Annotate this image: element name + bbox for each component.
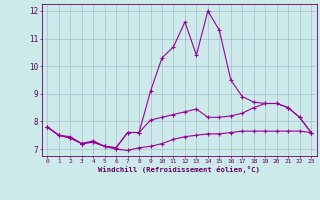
X-axis label: Windchill (Refroidissement éolien,°C): Windchill (Refroidissement éolien,°C) <box>98 166 260 173</box>
